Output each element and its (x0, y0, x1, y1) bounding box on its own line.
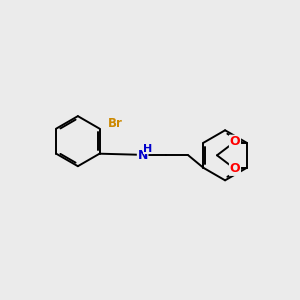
Text: H: H (143, 144, 153, 154)
Text: O: O (230, 162, 240, 175)
Text: Br: Br (108, 117, 123, 130)
Text: O: O (230, 135, 240, 148)
Text: N: N (137, 149, 148, 162)
